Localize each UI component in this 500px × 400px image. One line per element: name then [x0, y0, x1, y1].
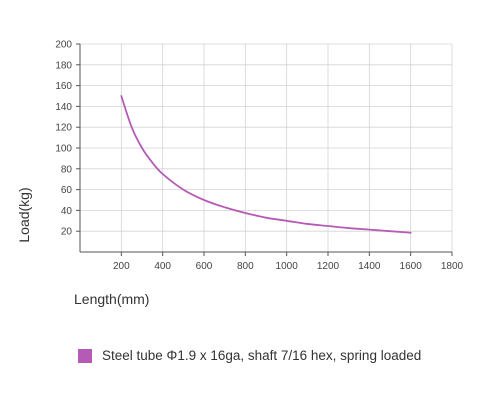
- series-layer: [120, 95, 412, 234]
- y-axis-title: Load(kg): [16, 187, 32, 242]
- x-tick-label: 400: [154, 261, 171, 272]
- legend-swatch: [78, 348, 92, 363]
- y-tick-label: 80: [61, 164, 73, 175]
- x-tick-labels: 200 400 600 800 1000 1200 1400 1600 1800: [113, 261, 464, 272]
- x-axis-title: Length(mm): [74, 291, 149, 307]
- x-tick-label: 1400: [358, 261, 381, 272]
- x-tick-label: 800: [237, 261, 254, 272]
- grid: [80, 43, 453, 252]
- axes: [76, 43, 453, 256]
- x-tick-label: 200: [113, 261, 130, 272]
- x-tick-label: 1600: [400, 261, 423, 272]
- y-tick-label: 160: [55, 81, 72, 92]
- x-tick-label: 1200: [317, 261, 340, 272]
- x-tick-label: 1800: [441, 261, 464, 272]
- y-tick-labels: 20 40 60 80 100 120 140 160 180 200: [55, 40, 72, 238]
- x-tick-label: 600: [196, 261, 213, 272]
- y-tick-label: 180: [55, 60, 72, 71]
- y-tick-label: 20: [61, 227, 73, 238]
- y-tick-label: 40: [61, 206, 73, 217]
- legend: Steel tube Φ1.9 x 16ga, shaft 7/16 hex, …: [78, 348, 421, 363]
- y-tick-label: 100: [55, 144, 72, 155]
- y-tick-label: 140: [55, 102, 72, 113]
- legend-label: Steel tube Φ1.9 x 16ga, shaft 7/16 hex, …: [102, 348, 422, 363]
- y-tick-label: 120: [55, 123, 72, 134]
- y-tick-label: 60: [61, 185, 73, 196]
- y-tick-label: 200: [55, 40, 72, 51]
- x-tick-label: 1000: [276, 261, 299, 272]
- series-line-0: [120, 95, 412, 234]
